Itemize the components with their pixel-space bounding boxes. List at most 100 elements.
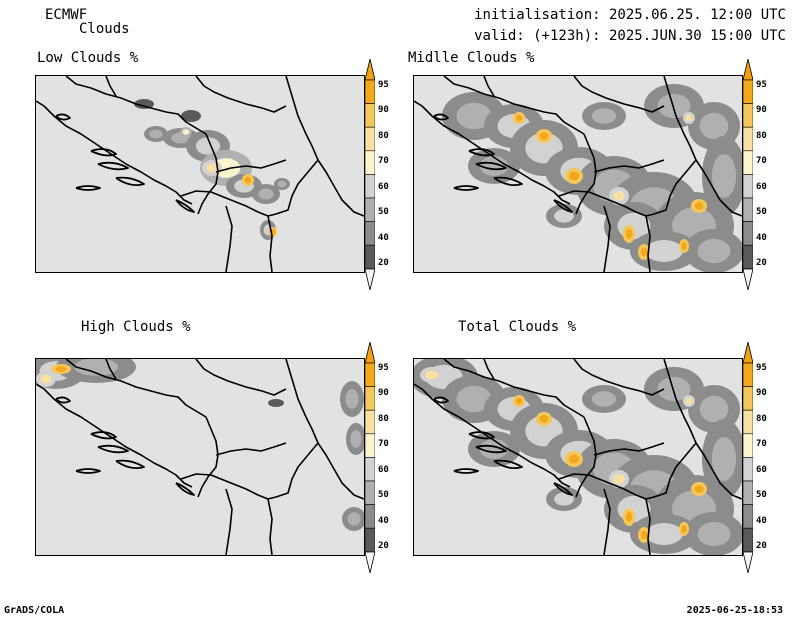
island-outline: [475, 161, 507, 171]
cloud-contour-core: [591, 391, 617, 407]
map-lines: [36, 359, 364, 555]
level-label: 95: [378, 80, 389, 90]
level-label: 20: [378, 258, 389, 268]
cloud-contour-core: [685, 114, 693, 122]
cloud-contour-core: [697, 521, 731, 547]
cloud-contour-core: [645, 240, 683, 262]
colorbar-top-arrow: [365, 342, 375, 364]
colorbar-swatch: [743, 433, 753, 458]
country-border: [573, 76, 665, 113]
colorbar-bottom-arrow: [365, 551, 375, 573]
island-outline: [433, 113, 449, 121]
product-label: Clouds: [79, 21, 130, 37]
cloud-contour-core: [345, 389, 359, 409]
country-border: [603, 205, 611, 272]
cloud-contour-core: [657, 376, 691, 402]
country-border: [65, 76, 207, 135]
cloud-contour: [268, 399, 284, 407]
coastline: [414, 383, 571, 488]
middle-clouds-map-canvas: [414, 76, 742, 272]
cloud-contour-core: [685, 397, 693, 405]
country-border: [593, 442, 665, 456]
cloud-contour-core: [149, 129, 163, 139]
cloud-contour-core: [539, 132, 549, 140]
cloud-contour-core: [711, 437, 737, 481]
colorbar-swatch: [743, 409, 753, 435]
country-border: [105, 359, 117, 380]
cloud-contour-core: [456, 385, 492, 413]
map-lines: [414, 359, 742, 555]
country-border: [195, 359, 287, 396]
country-border: [575, 416, 597, 498]
island-outline: [553, 482, 573, 496]
level-label: 60: [756, 465, 767, 475]
cloud-contour-core: [625, 512, 633, 522]
cloud-contour-core: [554, 209, 574, 223]
island-outline: [90, 148, 117, 157]
cloud-contour-core: [40, 374, 52, 384]
colorbar-swatch: [743, 103, 753, 128]
colorbar-swatch: [743, 126, 753, 152]
cloud-contour-core: [277, 180, 287, 188]
country-border: [105, 76, 117, 97]
country-border: [65, 359, 207, 418]
level-label: 80: [756, 131, 767, 141]
colorbar-swatch: [365, 197, 375, 222]
colorbar-swatch: [743, 527, 753, 553]
cloud-field: [36, 359, 364, 531]
island-outline: [55, 113, 71, 121]
cloud-contour-core: [640, 247, 648, 257]
coastline: [414, 100, 571, 205]
colorbar-swatch: [743, 150, 753, 175]
cloud-contour-core: [350, 430, 362, 448]
model-label: ECMWF: [45, 7, 88, 23]
generation-timestamp: 2025-06-25-18:53: [686, 605, 783, 616]
island-outline: [453, 468, 479, 474]
middle-clouds-title: Midlle Clouds %: [408, 50, 535, 66]
island-outline: [115, 459, 145, 470]
low-clouds-map-canvas: [36, 76, 364, 272]
colorbar-swatch: [743, 480, 753, 505]
country-border: [275, 442, 319, 498]
level-label: 70: [756, 156, 767, 166]
coastline: [36, 383, 193, 488]
cloud-field: [414, 359, 742, 555]
country-border: [653, 442, 697, 498]
island-outline: [75, 468, 101, 474]
colorbar-swatch: [365, 103, 375, 128]
cloud-contour: [181, 110, 201, 122]
country-border: [558, 473, 655, 500]
country-border: [483, 76, 495, 97]
colorbar-swatch: [743, 174, 753, 199]
country-border: [275, 159, 319, 215]
colorbar-swatch: [365, 457, 375, 482]
colorbar-swatch: [365, 362, 375, 387]
country-border: [197, 416, 219, 498]
colorbar-swatch: [365, 504, 375, 529]
level-label: 50: [756, 207, 767, 217]
cloud-contour-core: [347, 512, 361, 526]
total-clouds-colorbar: [743, 342, 753, 573]
high-clouds-title: High Clouds %: [81, 319, 191, 335]
colorbar-swatch: [743, 221, 753, 246]
country-border: [653, 159, 697, 215]
cloud-contour-core: [697, 238, 731, 264]
middle-clouds-map: [413, 75, 743, 273]
country-border: [195, 76, 287, 113]
level-label: 60: [378, 465, 389, 475]
colorbar-swatch: [365, 386, 375, 411]
software-credit: GrADS/COLA: [4, 605, 65, 616]
level-label: 90: [378, 388, 389, 398]
cloud-field: [442, 84, 742, 272]
country-border: [225, 205, 233, 272]
colorbar-swatch: [365, 126, 375, 152]
cloud-contour-core: [456, 102, 492, 130]
level-label: 60: [378, 182, 389, 192]
cloud-contour-core: [206, 163, 218, 173]
colorbar-swatch: [743, 197, 753, 222]
total-clouds-title: Total Clouds %: [458, 319, 577, 335]
island-outline: [90, 431, 117, 440]
island-outline: [433, 396, 449, 404]
country-border: [267, 215, 273, 272]
cloud-contour-core: [258, 188, 274, 200]
